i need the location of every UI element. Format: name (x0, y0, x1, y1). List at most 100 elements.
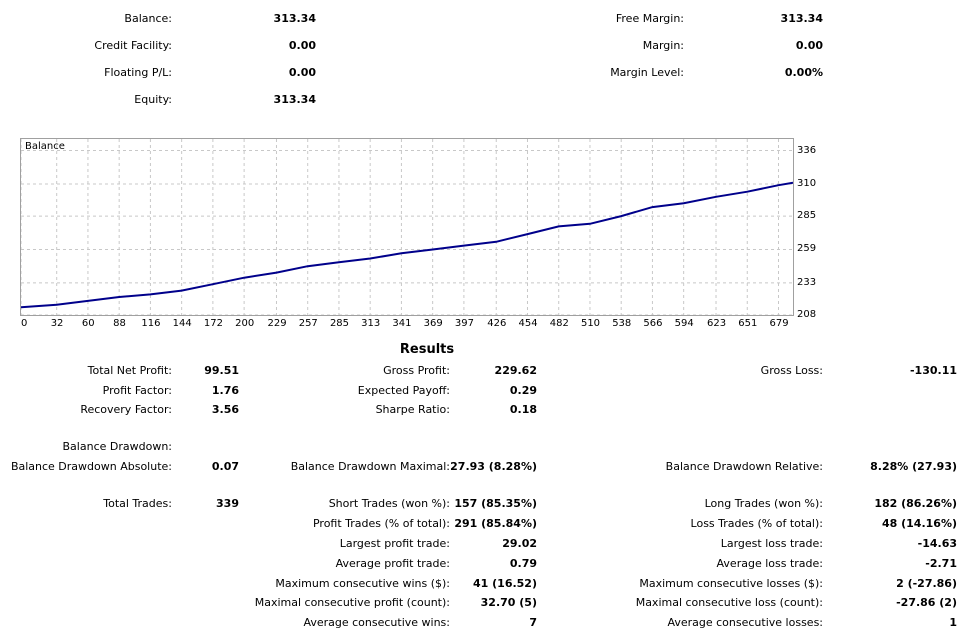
total-trades-label: Total Trades: (103, 497, 172, 510)
largest-loss-value: -14.63 (917, 537, 957, 550)
x-tick-label: 285 (329, 318, 350, 329)
bd-maximal-label: Balance Drawdown Maximal: (290, 460, 450, 473)
y-tick-label: 259 (797, 243, 817, 255)
avg-consec-losses-value: 1 (949, 616, 957, 629)
x-tick-label: 651 (738, 318, 758, 329)
long-trades-value: 182 (86.26%) (874, 497, 957, 510)
x-tick-label: 32 (50, 318, 64, 329)
x-tick-label: 60 (81, 318, 95, 329)
margin-level-label: Margin Level: (610, 66, 684, 79)
y-tick-label: 208 (797, 309, 817, 320)
avg-profit-label: Average profit trade: (335, 557, 450, 570)
balance-chart: Balance (20, 138, 794, 316)
x-tick-label: 313 (361, 318, 381, 329)
profit-factor-label: Profit Factor: (102, 384, 172, 397)
sharpe-ratio-label: Sharpe Ratio: (375, 403, 450, 416)
gross-loss-value: -130.11 (909, 364, 957, 377)
bd-absolute-value: 0.07 (211, 460, 239, 473)
sharpe-ratio-value: 0.18 (509, 403, 537, 416)
max-consec-losses-label: Maximum consecutive losses ($): (639, 577, 823, 590)
x-tick-label: 426 (487, 318, 507, 329)
y-tick-label: 336 (797, 144, 817, 156)
equity-label: Equity: (134, 93, 172, 106)
x-tick-label: 679 (769, 318, 789, 329)
avg-loss-value: -2.71 (925, 557, 957, 570)
margin-label: Margin: (642, 39, 684, 52)
y-tick-label: 285 (797, 210, 817, 222)
maximal-consec-profit-label: Maximal consecutive profit (count): (254, 596, 450, 609)
x-tick-label: 88 (113, 318, 126, 329)
expected-payoff-label: Expected Payoff: (357, 384, 450, 397)
margin-level-value: 0.00% (784, 66, 823, 79)
floating-pl-value: 0.00 (288, 66, 316, 79)
short-trades-value: 157 (85.35%) (454, 497, 537, 510)
expected-payoff-value: 0.29 (509, 384, 537, 397)
largest-loss-label: Largest loss trade: (720, 537, 823, 550)
results-title: Results (399, 342, 455, 357)
credit-facility-value: 0.00 (288, 39, 316, 52)
loss-trades-label: Loss Trades (% of total): (690, 517, 823, 530)
balance-drawdown-label: Balance Drawdown: (62, 440, 172, 453)
avg-consec-wins-value: 7 (529, 616, 537, 629)
x-tick-label: 538 (612, 318, 632, 329)
total-net-profit-value: 99.51 (204, 364, 239, 377)
x-tick-label: 594 (674, 318, 694, 329)
max-consec-wins-label: Maximum consecutive wins ($): (275, 577, 450, 590)
maximal-consec-loss-value: -27.86 (2) (896, 596, 957, 609)
x-tick-label: 144 (172, 318, 192, 329)
gross-loss-label: Gross Loss: (760, 364, 823, 377)
gross-profit-value: 229.62 (494, 364, 537, 377)
balance-value: 313.34 (273, 12, 316, 25)
profit-trades-label: Profit Trades (% of total): (312, 517, 450, 530)
free-margin-value: 313.34 (780, 12, 823, 25)
x-tick-label: 341 (392, 318, 412, 329)
avg-profit-value: 0.79 (509, 557, 537, 570)
chart-title: Balance (25, 141, 65, 152)
maximal-consec-profit-value: 32.70 (5) (480, 596, 537, 609)
recovery-factor-value: 3.56 (211, 403, 239, 416)
long-trades-label: Long Trades (won %): (704, 497, 823, 510)
max-consec-losses-value: 2 (-27.86) (896, 577, 957, 590)
avg-consec-wins-label: Average consecutive wins: (303, 616, 450, 629)
x-tick-label: 482 (549, 318, 569, 329)
balance-series-line (21, 181, 793, 309)
x-tick-label: 623 (707, 318, 727, 329)
largest-profit-label: Largest profit trade: (339, 537, 450, 550)
bd-relative-label: Balance Drawdown Relative: (665, 460, 823, 473)
x-tick-label: 566 (643, 318, 663, 329)
credit-facility-label: Credit Facility: (94, 39, 172, 52)
profit-trades-value: 291 (85.84%) (454, 517, 537, 530)
max-consec-wins-value: 41 (16.52) (473, 577, 537, 590)
largest-profit-value: 29.02 (502, 537, 537, 550)
x-tick-label: 200 (235, 318, 255, 329)
recovery-factor-label: Recovery Factor: (80, 403, 172, 416)
balance-chart-svg (21, 139, 793, 315)
free-margin-label: Free Margin: (615, 12, 684, 25)
profit-factor-value: 1.76 (211, 384, 239, 397)
avg-loss-label: Average loss trade: (716, 557, 823, 570)
y-tick-label: 310 (797, 177, 817, 189)
x-tick-label: 0 (21, 318, 28, 329)
x-tick-label: 397 (454, 318, 474, 329)
avg-consec-losses-label: Average consecutive losses: (667, 616, 823, 629)
bd-absolute-label: Balance Drawdown Absolute: (10, 460, 172, 473)
bd-maximal-value: 27.93 (8.28%) (450, 460, 537, 473)
x-tick-label: 116 (141, 318, 161, 329)
loss-trades-value: 48 (14.16%) (881, 517, 957, 530)
maximal-consec-loss-label: Maximal consecutive loss (count): (635, 596, 823, 609)
total-net-profit-label: Total Net Profit: (87, 364, 172, 377)
x-tick-label: 510 (580, 318, 601, 329)
x-tick-label: 172 (203, 318, 223, 329)
balance-label: Balance: (124, 12, 172, 25)
x-tick-label: 454 (518, 318, 538, 329)
y-tick-label: 233 (797, 276, 817, 288)
bd-relative-value: 8.28% (27.93) (870, 460, 957, 473)
x-tick-label: 229 (267, 318, 287, 329)
short-trades-label: Short Trades (won %): (328, 497, 450, 510)
total-trades-value: 339 (216, 497, 239, 510)
equity-value: 313.34 (273, 93, 316, 106)
margin-value: 0.00 (795, 39, 823, 52)
x-tick-label: 257 (298, 318, 318, 329)
gross-profit-label: Gross Profit: (383, 364, 450, 377)
floating-pl-label: Floating P/L: (104, 66, 172, 79)
